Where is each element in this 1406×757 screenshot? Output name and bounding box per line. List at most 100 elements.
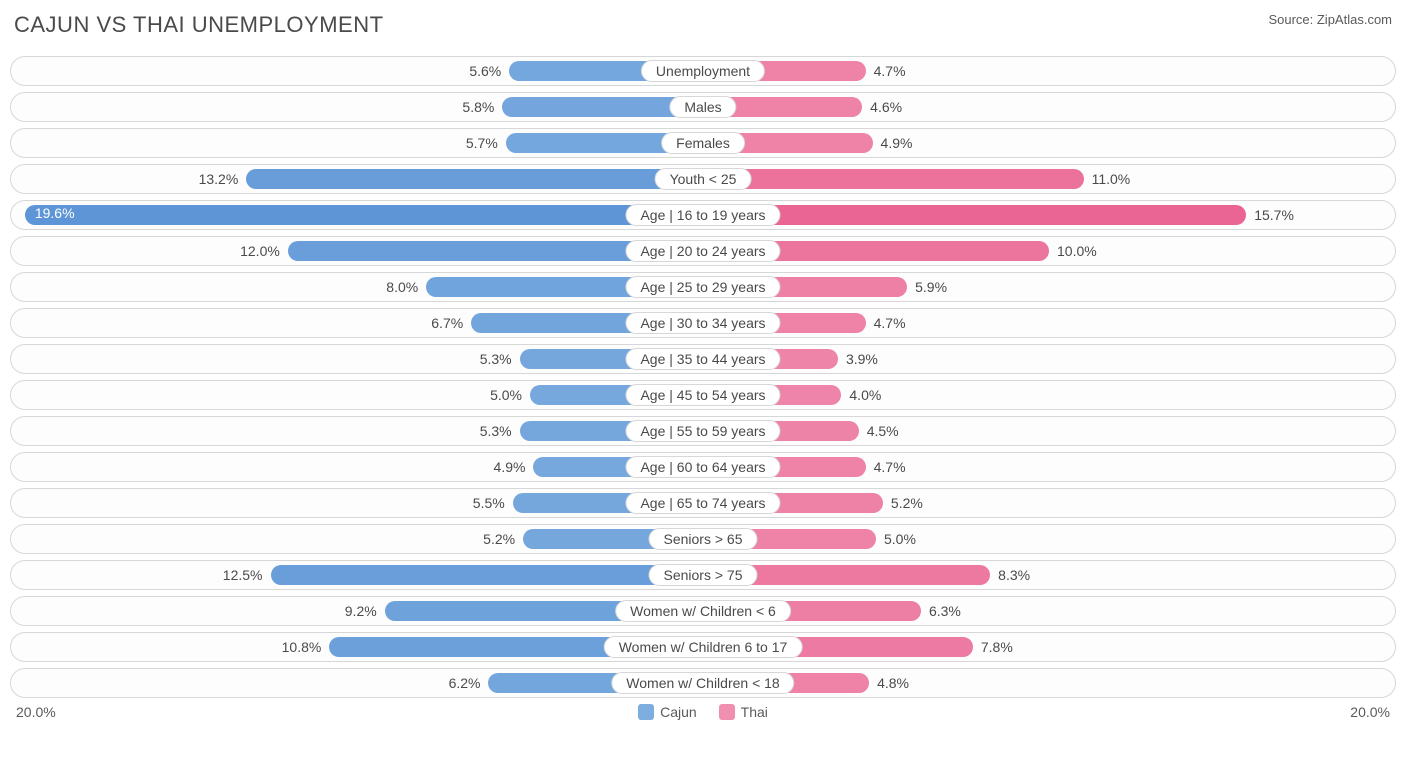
category-label: Women w/ Children < 18 — [611, 672, 794, 694]
right-value: 5.0% — [884, 531, 916, 547]
chart-footer: 20.0% Cajun Thai 20.0% — [10, 704, 1396, 720]
category-label: Youth < 25 — [655, 168, 752, 190]
left-half: 8.0% — [11, 273, 703, 301]
legend-label-right: Thai — [741, 704, 768, 720]
right-value: 15.7% — [1254, 207, 1294, 223]
chart-row: 10.8% 7.8% Women w/ Children 6 to 17 — [10, 632, 1396, 662]
diverging-bar-chart: 5.6%4.7%Unemployment5.8%4.6%Males5.7%4.9… — [10, 56, 1396, 698]
chart-row: 5.6% 4.7%Unemployment — [10, 56, 1396, 86]
left-value: 9.2% — [345, 603, 377, 619]
right-half: 6.3% — [703, 597, 1395, 625]
left-half: 5.0% — [11, 381, 703, 409]
left-half: 5.7% — [11, 129, 703, 157]
category-label: Age | 20 to 24 years — [625, 240, 780, 262]
right-bar — [703, 169, 1084, 189]
left-value: 5.7% — [466, 135, 498, 151]
category-label: Unemployment — [641, 60, 765, 82]
right-value: 4.9% — [881, 135, 913, 151]
right-half: 8.3% — [703, 561, 1395, 589]
left-bar: 19.6% — [25, 205, 703, 225]
right-half: 15.7% — [703, 201, 1395, 229]
left-value: 6.7% — [431, 315, 463, 331]
chart-row: 19.6%15.7%Age | 16 to 19 years — [10, 200, 1396, 230]
left-half: 19.6% — [11, 201, 703, 229]
legend-item-left: Cajun — [638, 704, 697, 720]
left-value: 5.2% — [483, 531, 515, 547]
category-label: Age | 60 to 64 years — [625, 456, 780, 478]
legend-item-right: Thai — [719, 704, 768, 720]
right-value: 8.3% — [998, 567, 1030, 583]
category-label: Age | 45 to 54 years — [625, 384, 780, 406]
legend: Cajun Thai — [638, 704, 768, 720]
right-half: 5.2% — [703, 489, 1395, 517]
right-half: 4.5% — [703, 417, 1395, 445]
left-half: 5.3% — [11, 417, 703, 445]
left-half: 6.2% — [11, 669, 703, 697]
right-half: 4.8% — [703, 669, 1395, 697]
right-value: 11.0% — [1092, 171, 1131, 187]
left-half: 5.6% — [11, 57, 703, 85]
chart-row: 6.2%4.8%Women w/ Children < 18 — [10, 668, 1396, 698]
right-value: 4.5% — [867, 423, 899, 439]
left-value: 5.0% — [490, 387, 522, 403]
chart-source: Source: ZipAtlas.com — [1268, 12, 1392, 27]
right-value: 3.9% — [846, 351, 878, 367]
left-half: 13.2% — [11, 165, 703, 193]
right-value: 4.7% — [874, 459, 906, 475]
chart-row: 5.3% 4.5% Age | 55 to 59 years — [10, 416, 1396, 446]
right-half: 4.7% — [703, 453, 1395, 481]
left-value: 5.5% — [473, 495, 505, 511]
right-value: 5.9% — [915, 279, 947, 295]
legend-label-left: Cajun — [660, 704, 697, 720]
axis-left-max: 20.0% — [16, 704, 56, 720]
right-half: 4.0% — [703, 381, 1395, 409]
category-label: Women w/ Children 6 to 17 — [604, 636, 803, 658]
chart-row: 5.5% 5.2% Age | 65 to 74 years — [10, 488, 1396, 518]
category-label: Seniors > 65 — [649, 528, 758, 550]
chart-row: 8.0% 5.9% Age | 25 to 29 years — [10, 272, 1396, 302]
right-value: 10.0% — [1057, 243, 1097, 259]
legend-swatch-left — [638, 704, 654, 720]
left-half: 4.9% — [11, 453, 703, 481]
left-value: 10.8% — [282, 639, 322, 655]
chart-row: 9.2% 6.3%Women w/ Children < 6 — [10, 596, 1396, 626]
right-value: 7.8% — [981, 639, 1013, 655]
right-half: 4.9% — [703, 129, 1395, 157]
chart-row: 13.2% 11.0% Youth < 25 — [10, 164, 1396, 194]
left-value: 5.6% — [469, 63, 501, 79]
right-half: 11.0% — [703, 165, 1395, 193]
left-half: 6.7% — [11, 309, 703, 337]
left-value: 19.6% — [35, 205, 75, 221]
category-label: Age | 25 to 29 years — [625, 276, 780, 298]
left-half: 9.2% — [11, 597, 703, 625]
right-half: 4.7% — [703, 57, 1395, 85]
chart-row: 5.3%3.9%Age | 35 to 44 years — [10, 344, 1396, 374]
left-bar — [246, 169, 703, 189]
left-half: 5.8% — [11, 93, 703, 121]
left-value: 13.2% — [199, 171, 239, 187]
left-half: 12.5% — [11, 561, 703, 589]
left-half: 10.8% — [11, 633, 703, 661]
category-label: Seniors > 75 — [649, 564, 758, 586]
category-label: Age | 65 to 74 years — [625, 492, 780, 514]
left-value: 12.0% — [240, 243, 280, 259]
chart-row: 5.2% 5.0% Seniors > 65 — [10, 524, 1396, 554]
category-label: Age | 55 to 59 years — [625, 420, 780, 442]
left-half: 5.2% — [11, 525, 703, 553]
right-half: 4.6% — [703, 93, 1395, 121]
category-label: Males — [669, 96, 736, 118]
left-value: 5.8% — [462, 99, 494, 115]
left-bar — [271, 565, 704, 585]
legend-swatch-right — [719, 704, 735, 720]
right-half: 5.0% — [703, 525, 1395, 553]
chart-row: 5.8% 4.6%Males — [10, 92, 1396, 122]
category-label: Age | 35 to 44 years — [625, 348, 780, 370]
category-label: Women w/ Children < 6 — [615, 600, 791, 622]
right-value: 5.2% — [891, 495, 923, 511]
left-half: 12.0% — [11, 237, 703, 265]
chart-row: 6.7%4.7%Age | 30 to 34 years — [10, 308, 1396, 338]
right-half: 5.9% — [703, 273, 1395, 301]
left-value: 5.3% — [480, 423, 512, 439]
right-half: 3.9% — [703, 345, 1395, 373]
chart-row: 4.9% 4.7% Age | 60 to 64 years — [10, 452, 1396, 482]
